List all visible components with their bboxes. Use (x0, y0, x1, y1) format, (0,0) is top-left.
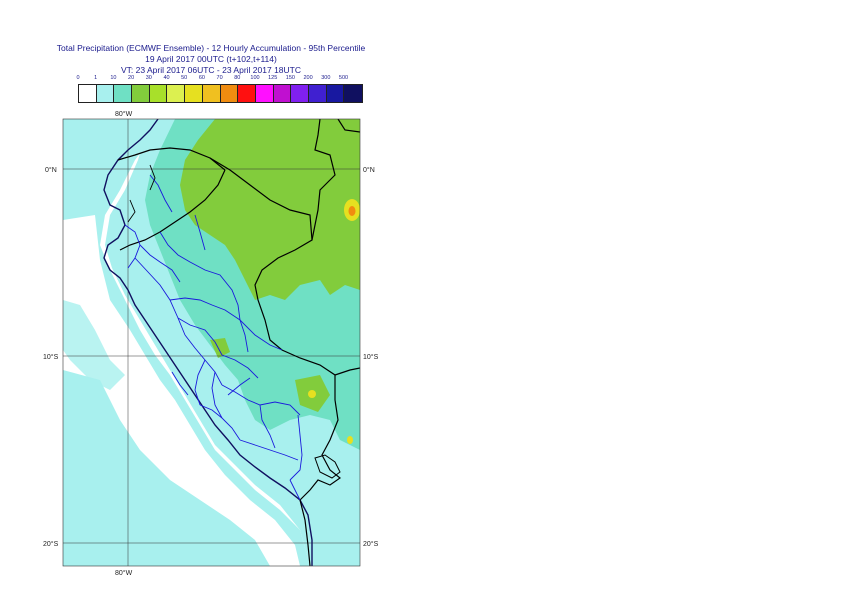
legend-tick-label: 1 (94, 75, 98, 81)
map-frame (62, 118, 361, 567)
legend-tick-label: 300 (321, 75, 331, 81)
legend-tick-label: 50 (181, 75, 188, 81)
legend-swatch (149, 85, 168, 102)
map-title-line3: VT: 23 April 2017 06UTC - 23 April 2017 … (120, 65, 301, 75)
regional-borders (124, 174, 303, 501)
offshore-band-lower (63, 370, 270, 566)
border-colombia-brazil (311, 119, 336, 241)
legend-tick-label: 500 (338, 75, 349, 81)
legend-swatch (96, 85, 115, 102)
precip-heavy (180, 119, 360, 300)
legend-tick-label: 125 (268, 75, 278, 81)
lat-label-right-0: 0°N (363, 166, 375, 174)
lon-label-top: 80°W (115, 110, 133, 118)
lon-label-bottom: 80°W (115, 569, 133, 577)
map-title-line2: 19 April 2017 00UTC (t+102,t+114) (145, 54, 277, 64)
legend-swatch (291, 85, 309, 102)
legend-tick-label: 150 (285, 75, 295, 81)
border-brazil-venezuela (337, 119, 360, 133)
legend-swatch (185, 85, 203, 102)
lat-label-left-20s: 20°S (43, 540, 59, 548)
precip-peak-spot-2 (308, 390, 316, 398)
coastline (103, 119, 313, 566)
lat-label-left-10s: 10°S (43, 353, 59, 361)
border-ecuador-peru (119, 169, 226, 251)
legend-swatch (114, 85, 133, 102)
legend-tick-label: 80 (234, 75, 241, 81)
lat-label-left-0: 0°N (45, 166, 57, 174)
legend-swatch (220, 85, 239, 102)
legend-swatch (132, 85, 150, 102)
legend-swatch (344, 85, 362, 102)
border-bolivia-brazil (334, 367, 360, 376)
legend-tick-label: 100 (250, 75, 260, 81)
legend-tick-label: 30 (145, 75, 152, 81)
legend-swatch (167, 85, 186, 102)
legend-swatch (238, 85, 256, 102)
legend-swatch (255, 85, 274, 102)
offshore-band-mid (63, 300, 125, 390)
legend-tick-label: 20 (128, 75, 135, 81)
legend-tick-label: 0 (76, 75, 80, 81)
legend-tick-label: 10 (110, 75, 117, 81)
ecuador-internal (127, 164, 156, 223)
color-legend (78, 84, 363, 103)
lake-titicaca (314, 454, 341, 479)
lat-label-right-20s: 20°S (363, 540, 379, 548)
map-title-line1: Total Precipitation (ECMWF Ensemble) - 1… (56, 43, 366, 53)
legend-tick-label: 40 (163, 75, 170, 81)
legend-tick-label: 70 (216, 75, 223, 81)
precip-max-spot (348, 206, 356, 216)
legend-tick-label: 60 (198, 75, 205, 81)
precip-heavy-patch-2 (210, 338, 230, 358)
legend-swatch (79, 85, 97, 102)
precip-peak-spot-3 (347, 436, 353, 444)
legend-swatch (202, 85, 221, 102)
lat-label-right-10s: 10°S (363, 353, 379, 361)
legend-swatch (308, 85, 327, 102)
legend-tick-label: 200 (303, 75, 313, 81)
legend-swatch (326, 85, 345, 102)
border-peru-brazil (209, 157, 342, 501)
border-chile-bolivia (299, 499, 311, 566)
legend-ticks: 0 1 10 20 30 40 50 60 70 80 100 125 150 200 300 500 (0, 75, 842, 85)
legend-swatch (273, 85, 292, 102)
